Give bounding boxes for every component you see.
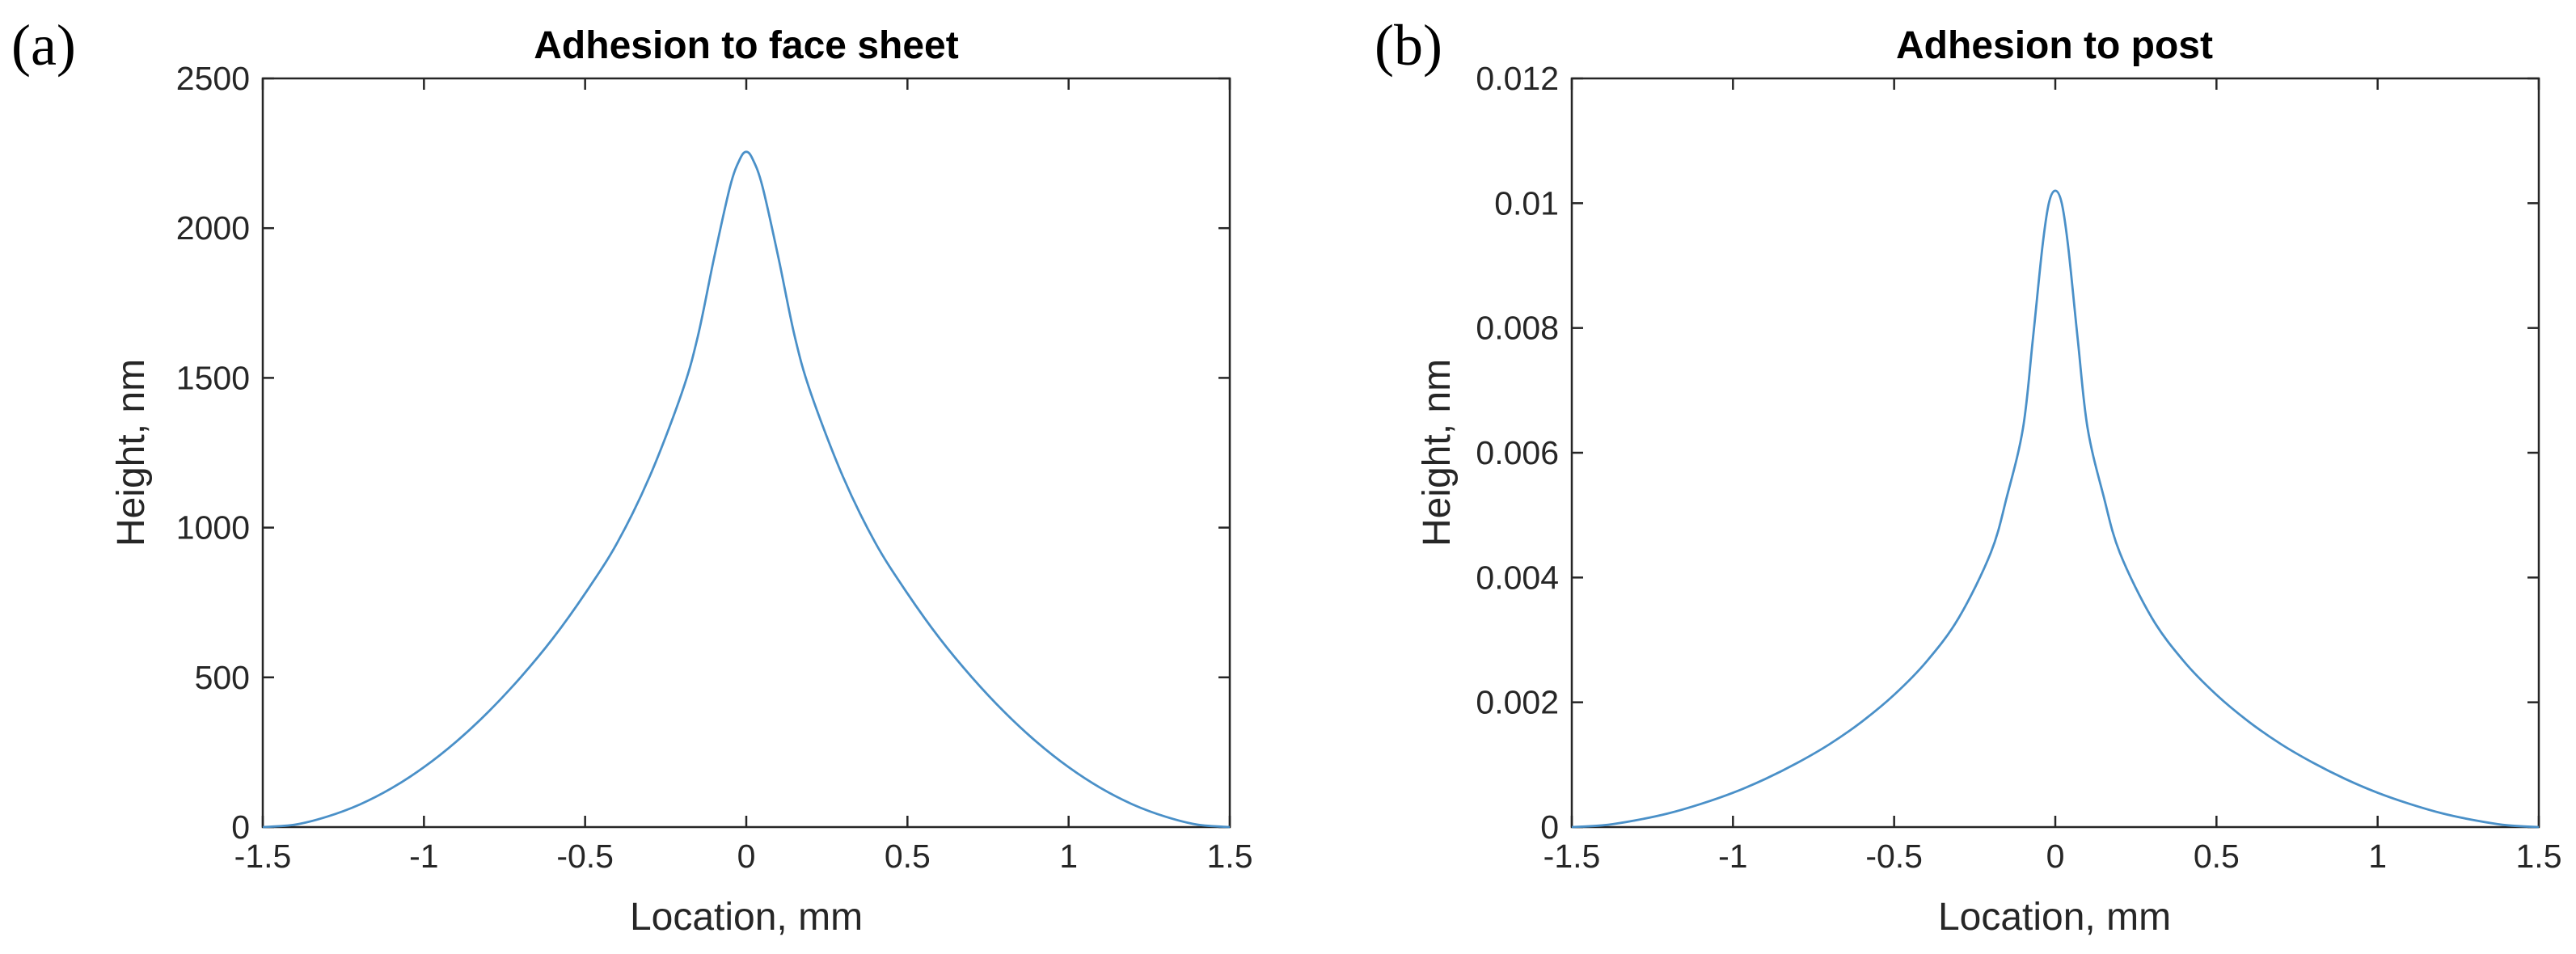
series-line-b bbox=[1571, 189, 2540, 829]
x-tick-label-b: -1 bbox=[1718, 838, 1747, 875]
y-tick-label-a: 2000 bbox=[176, 209, 250, 247]
y-axis-label-b: Height, nm bbox=[1416, 359, 1459, 547]
y-tick-label-a: 500 bbox=[195, 659, 250, 696]
x-tick-label-a: 1 bbox=[1059, 838, 1078, 875]
y-tick-label-a: 2500 bbox=[176, 60, 250, 97]
chart-title-a: Adhesion to face sheet bbox=[534, 24, 958, 67]
series-line-a bbox=[262, 150, 1231, 829]
x-tick-label-a: 0 bbox=[737, 838, 756, 875]
y-tick-label-b: 0.002 bbox=[1476, 684, 1559, 721]
y-tick-label-b: 0.004 bbox=[1476, 559, 1559, 596]
x-tick-label-b: -1.5 bbox=[1543, 838, 1601, 875]
tick-labels-a: -1.5 -1 -0.5 0 0.5 1 1.5 0 500 1000 1500 2000 2500 bbox=[176, 60, 1253, 875]
x-tick-label-a: -1 bbox=[409, 838, 438, 875]
x-tick-label-b: 1.5 bbox=[2516, 838, 2562, 875]
y-tick-label-a: 0 bbox=[231, 808, 250, 846]
ticks-a bbox=[261, 77, 1231, 829]
y-tick-label-b: 0 bbox=[1540, 808, 1559, 846]
panel-label-a: (a) bbox=[11, 13, 76, 78]
y-tick-label-a: 1000 bbox=[176, 509, 250, 547]
x-tick-label-a: 1.5 bbox=[1207, 838, 1253, 875]
panel-b: (b) Adhesion to post -1.5 -1 -0.5 0 0.5 1 1.5 0… bbox=[1375, 13, 2562, 939]
tick-labels-b: -1.5 -1 -0.5 0 0.5 1 1.5 0 0.002 0.004 0.006 0.008 0… bbox=[1476, 60, 2561, 875]
chart-title-b: Adhesion to post bbox=[1896, 24, 2213, 67]
panel-label-b: (b) bbox=[1375, 13, 1442, 78]
x-tick-label-b: -0.5 bbox=[1865, 838, 1923, 875]
x-tick-label-b: 1 bbox=[2368, 838, 2387, 875]
x-tick-label-b: 0 bbox=[2046, 838, 2065, 875]
y-tick-label-b: 0.006 bbox=[1476, 434, 1559, 471]
panel-a: (a) Adhesion to face sheet -1.5 -1 -0.5 0 0.… bbox=[11, 13, 1253, 939]
x-tick-label-b: 0.5 bbox=[2194, 838, 2240, 875]
x-tick-label-a: -0.5 bbox=[556, 838, 614, 875]
plot-area-a bbox=[261, 77, 1231, 829]
y-tick-label-b: 0.01 bbox=[1494, 184, 1559, 222]
y-tick-label-b: 0.012 bbox=[1476, 60, 1559, 97]
y-tick-label-a: 1500 bbox=[176, 359, 250, 396]
x-axis-label-a: Location, mm bbox=[630, 896, 863, 939]
y-tick-label-b: 0.008 bbox=[1476, 310, 1559, 347]
x-tick-label-a: 0.5 bbox=[885, 838, 931, 875]
x-axis-label-b: Location, mm bbox=[1938, 896, 2171, 939]
y-axis-label-a: Height, nm bbox=[110, 359, 153, 547]
x-tick-label-a: -1.5 bbox=[234, 838, 292, 875]
